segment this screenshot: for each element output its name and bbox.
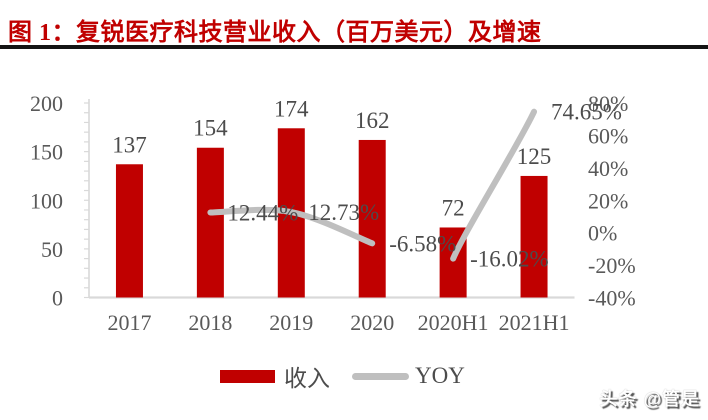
revenue-bar: [358, 139, 386, 298]
chart-legend: 收入 YOY: [220, 363, 465, 391]
legend-swatch-yoy: [352, 372, 409, 380]
bar-value-label: 125: [517, 144, 552, 169]
y-left-tick-label: 50: [41, 237, 63, 262]
yoy-line: [450, 108, 538, 262]
y-right-tick-label: 80%: [588, 91, 628, 116]
yoy-value-label: -6.58%: [389, 231, 456, 256]
y-right-tick-label: 40%: [588, 156, 628, 181]
bar-value-label: 174: [274, 96, 309, 121]
yoy-value-label: 12.73%: [308, 200, 379, 225]
revenue-bar: [520, 175, 548, 298]
bar-value-label: 72: [442, 195, 465, 220]
bar-value-label: 137: [112, 132, 147, 157]
y-left-tick-label: 150: [30, 140, 63, 165]
bar-value-label: 162: [355, 108, 390, 133]
yoy-value-label: 74.65%: [551, 100, 622, 125]
y-left-tick-label: 200: [30, 91, 63, 116]
yoy-value-label: -16.02%: [470, 247, 549, 272]
x-axis-label: 2021H1: [499, 310, 570, 335]
x-axis-label: 2018: [188, 310, 232, 335]
y-right-tick-label: -40%: [588, 286, 636, 311]
watermark: 头条 @管是: [599, 389, 700, 409]
yoy-line: [207, 206, 376, 247]
y-right-tick-label: 20%: [588, 188, 628, 213]
yoy-value-label: 12.44%: [227, 201, 298, 226]
y-right-tick-label: 60%: [588, 123, 628, 148]
legend-swatch-revenue: [220, 369, 275, 383]
x-axis-label: 2017: [107, 310, 151, 335]
title-divider: [0, 45, 708, 49]
y-left-tick-label: 0: [52, 286, 63, 311]
legend-label-revenue: 收入: [284, 366, 330, 391]
x-axis-label: 2020: [350, 310, 394, 335]
revenue-bar: [115, 164, 143, 298]
y-left-tick-label: 100: [30, 188, 63, 213]
revenue-bar: [196, 147, 224, 298]
y-right-tick-label: 0%: [588, 221, 617, 246]
x-axis-label: 2020H1: [418, 310, 489, 335]
y-right-tick-label: -20%: [588, 253, 636, 278]
bar-value-label: 154: [193, 116, 228, 141]
x-axis-label: 2019: [269, 310, 313, 335]
legend-label-yoy: YOY: [415, 363, 465, 388]
figure-title: 图 1：复锐医疗科技营业收入（百万美元）及增速: [8, 20, 542, 46]
